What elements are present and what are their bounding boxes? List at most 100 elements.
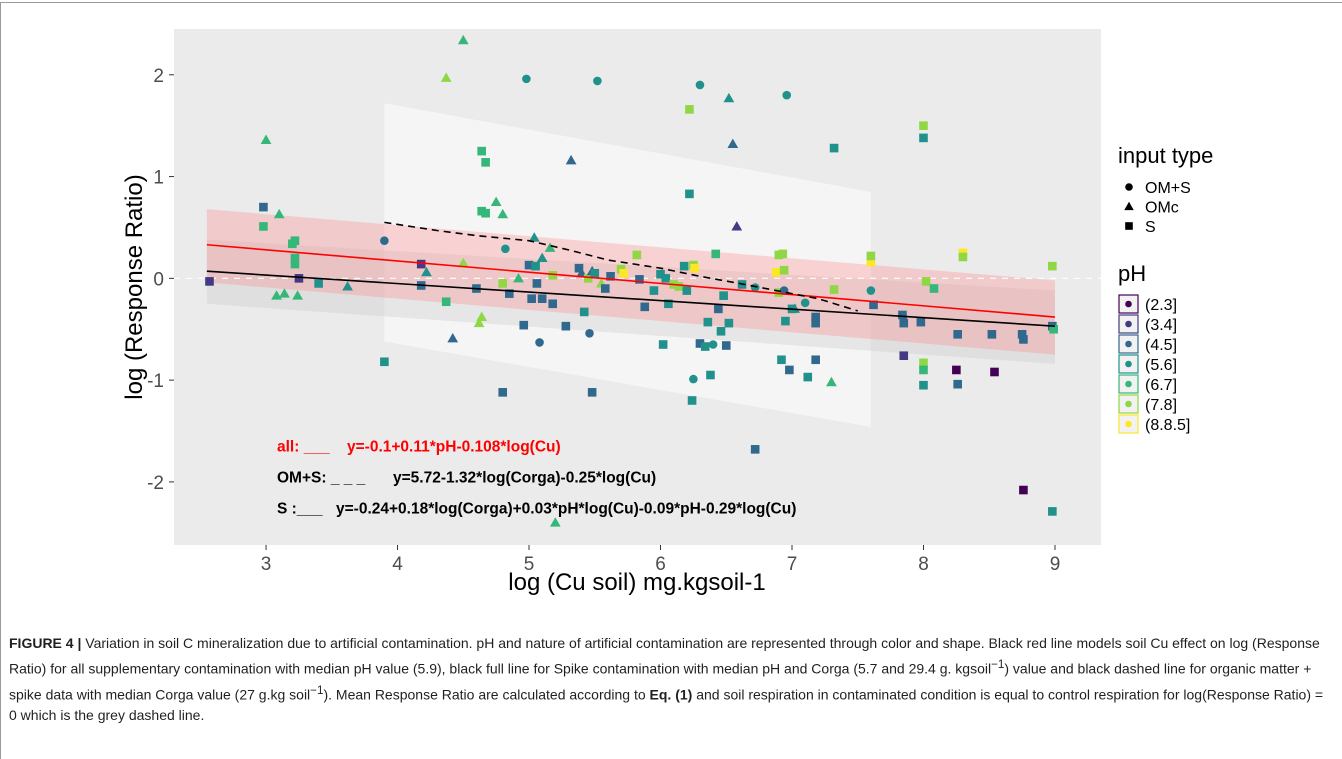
- data-point: [593, 76, 602, 86]
- data-point: [695, 339, 705, 348]
- x-axis-title: log (Cu soil) mg.kgsoil-1: [508, 569, 765, 596]
- data-point: [952, 365, 961, 375]
- data-point: [690, 263, 699, 273]
- data-point: [587, 388, 597, 397]
- data-point: [294, 274, 304, 283]
- legend-ph-key-dot: [1125, 340, 1132, 348]
- legend-ph-label: (3.4]: [1145, 317, 1177, 334]
- caption-superscript-1: −1: [991, 658, 1005, 671]
- data-point: [723, 92, 735, 103]
- data-point: [953, 330, 962, 339]
- data-point: [522, 74, 531, 84]
- data-point: [498, 388, 508, 397]
- data-point: [782, 90, 792, 100]
- data-point: [561, 321, 571, 331]
- data-point: [700, 342, 710, 351]
- data-point: [679, 261, 689, 271]
- data-point: [929, 284, 939, 293]
- data-point: [457, 257, 469, 268]
- data-point: [380, 236, 389, 245]
- y-tick-label: 0: [153, 269, 164, 290]
- data-point: [674, 282, 684, 291]
- caption-superscript-2: −1: [310, 683, 324, 697]
- legend-ph-label: (8.8.5]: [1145, 417, 1190, 434]
- data-point: [441, 297, 451, 307]
- equation-text: y=-0.24+0.18*log(Corga)+0.03*pH*log(Cu)-…: [336, 500, 796, 517]
- data-point: [919, 121, 928, 130]
- legend-ph-label: (6.7]: [1145, 377, 1177, 394]
- data-point: [635, 275, 644, 284]
- data-point: [314, 279, 323, 288]
- regression-line-om-s: [384, 221, 858, 312]
- data-point: [549, 517, 561, 527]
- regression-line-s: [206, 270, 1056, 327]
- data-point: [811, 355, 820, 365]
- x-tick-label: 4: [392, 554, 403, 575]
- figure-top-rule: [0, 2, 1342, 3]
- data-point: [682, 286, 692, 295]
- data-point: [447, 333, 459, 343]
- y-tick-label: -2: [147, 473, 164, 494]
- data-point: [640, 302, 650, 312]
- data-point: [481, 158, 490, 167]
- x-tick-label: 7: [787, 554, 798, 575]
- data-point: [811, 318, 820, 328]
- data-point: [1048, 507, 1057, 516]
- data-point: [490, 196, 502, 207]
- data-point: [724, 318, 734, 328]
- data-point: [899, 318, 909, 328]
- data-point: [685, 105, 694, 114]
- equation-prefix: all: ___: [277, 438, 330, 455]
- data-point: [205, 277, 214, 286]
- data-point: [532, 279, 542, 288]
- data-point: [292, 290, 303, 300]
- x-tick-label: 9: [1050, 554, 1061, 575]
- data-point: [685, 189, 694, 199]
- data-point: [504, 289, 514, 298]
- data-point: [664, 299, 673, 309]
- data-point: [290, 259, 300, 269]
- equation-annotations: all: ___ y=-0.1+0.11*pH-0.108*log(Cu) OM+S…: [277, 438, 796, 517]
- legend-ph-label: (4.5]: [1145, 337, 1177, 354]
- data-point: [473, 317, 485, 328]
- data-point: [259, 202, 268, 212]
- data-point: [1019, 485, 1028, 495]
- data-point: [271, 290, 282, 300]
- data-point: [785, 365, 794, 375]
- data-point: [990, 367, 999, 377]
- data-point: [771, 267, 781, 277]
- data-point: [708, 340, 718, 349]
- data-point: [583, 274, 593, 283]
- s-confidence-band: [206, 239, 1055, 364]
- legend-input-type-label: OMc: [1145, 200, 1179, 217]
- data-point: [457, 34, 469, 45]
- data-point: [565, 154, 577, 165]
- y-axis-title: log (Response Ratio): [121, 174, 148, 399]
- data-point: [826, 376, 837, 387]
- data-point: [260, 134, 272, 144]
- data-point: [916, 317, 926, 327]
- data-point: [273, 208, 285, 219]
- data-point: [731, 221, 743, 231]
- data-point: [649, 286, 659, 295]
- data-point: [440, 72, 452, 82]
- data-point: [537, 294, 547, 304]
- data-point: [279, 288, 290, 298]
- data-point: [779, 265, 789, 275]
- oms-confidence-band: [384, 103, 871, 427]
- legend-input-type: input type OM+S OMc S: [1118, 143, 1213, 236]
- data-point: [548, 299, 557, 309]
- data-point: [548, 270, 557, 280]
- caption-text-4: and soil respiration in contaminated con…: [9, 686, 1324, 724]
- caption-figure-label: FIGURE 4 |: [9, 635, 82, 651]
- legend-ph-label: (5.6]: [1145, 357, 1177, 374]
- data-point: [497, 208, 509, 219]
- caption-text-3: ). Mean Response Ratio are calculated ac…: [323, 686, 650, 703]
- data-point: [380, 357, 389, 367]
- data-point: [421, 266, 432, 277]
- data-point: [711, 249, 721, 259]
- legend-ph-title: pH: [1118, 261, 1146, 286]
- data-point: [803, 372, 813, 382]
- data-point: [658, 340, 668, 349]
- data-point: [706, 370, 715, 380]
